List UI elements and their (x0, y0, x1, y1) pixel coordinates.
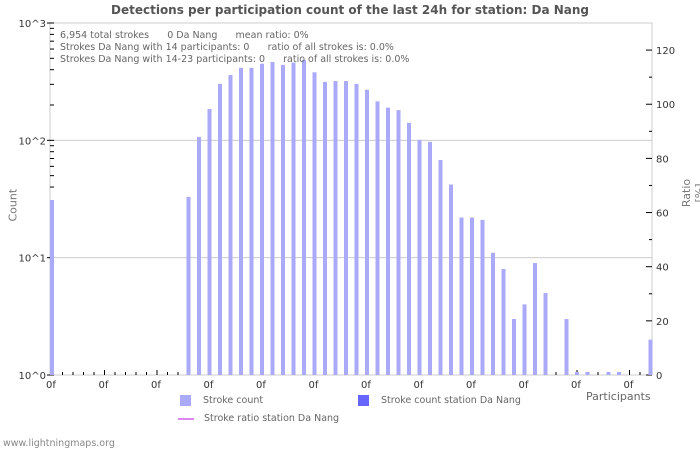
info-line-2: Strokes Da Nang with 14 participants: 0 … (60, 42, 394, 53)
y-tick-label: 10^2 (19, 136, 46, 147)
x-tick-label: 0f (309, 380, 319, 391)
y-right-tick-label: 40 (656, 263, 669, 274)
y-tick-label: 10^3 (19, 19, 46, 30)
legend-label: Stroke count station Da Nang (381, 395, 521, 406)
bar-stroke-count (228, 75, 233, 375)
x-tick-label: 0f (466, 380, 476, 391)
legend-swatch-stroke-count (180, 395, 191, 406)
bar-stroke-count (249, 67, 254, 376)
info-line-1: 6,954 total strokes 0 Da Nang mean ratio… (60, 30, 309, 41)
bar-stroke-count (428, 141, 432, 375)
bar-stroke-count (302, 59, 306, 375)
bar-stroke-count (438, 159, 443, 375)
bar-stroke-count (491, 252, 495, 375)
y-right-tick-label: 120 (656, 46, 675, 57)
y-right-tick-label: 0 (656, 371, 662, 382)
x-tick-label: 0f (414, 380, 424, 391)
bar-stroke-count (354, 83, 359, 376)
x-tick-label: 0f (624, 380, 634, 391)
bar-stroke-count (564, 319, 569, 375)
bar-stroke-count (533, 263, 537, 375)
bar-stroke-count (50, 200, 54, 375)
bar-stroke-count (375, 101, 380, 376)
bar-stroke-count (648, 339, 653, 375)
x-tick-label: 0f (46, 380, 56, 391)
bar-stroke-count (617, 372, 621, 375)
bar-stroke-count (575, 372, 579, 375)
legend-line-stroke-ratio (178, 417, 194, 420)
x-tick-label: 0f (204, 380, 214, 391)
x-tick-label: 0f (361, 380, 371, 391)
bar-stroke-count (606, 372, 611, 375)
x-tick-label: 0f (99, 380, 109, 391)
bar-stroke-count (480, 219, 485, 375)
legend-stroke-count: Stroke count (180, 395, 263, 406)
bar-stroke-count (186, 196, 191, 375)
y-axis-right-label: Ratio [%] (680, 178, 700, 208)
legend-label: Stroke ratio station Da Nang (204, 413, 340, 424)
bar-stroke-count (207, 108, 212, 376)
bar-stroke-count (470, 217, 474, 375)
bar-stroke-count (407, 122, 411, 376)
legend-label: Stroke count (203, 395, 264, 406)
bar-stroke-count (270, 62, 275, 375)
legend-stroke-count-station: Stroke count station Da Nang (358, 395, 521, 406)
plot-frame (49, 22, 653, 376)
bar-stroke-count (260, 63, 264, 376)
x-tick-label: 0f (571, 380, 581, 391)
bar-stroke-count (459, 217, 464, 375)
bar-stroke-count (522, 304, 527, 375)
bar-stroke-count (386, 107, 390, 375)
chart-info: 6,954 total strokes 0 Da Nang mean ratio… (60, 30, 409, 66)
legend-swatch-stroke-count-station (358, 395, 369, 406)
y-right-tick-label: 100 (656, 100, 675, 111)
bar-stroke-count (396, 110, 401, 375)
y-right-tick-label: 20 (656, 317, 669, 328)
footer-site: www.lightningmaps.org (3, 438, 115, 449)
bar-stroke-count (312, 72, 317, 375)
y-right-tick-label: 80 (656, 154, 669, 165)
bar-stroke-count (197, 136, 201, 375)
y-tick-label: 10^0 (19, 371, 46, 382)
info-line-3: Strokes Da Nang with 14-23 participants:… (60, 54, 410, 65)
bar-stroke-count (512, 319, 516, 375)
x-tick-label: 0f (519, 380, 529, 391)
x-tick-label: 0f (256, 380, 266, 391)
y-tick-label: 10^1 (19, 254, 46, 265)
legend-stroke-ratio-station: Stroke ratio station Da Nang (178, 413, 339, 424)
bar-stroke-count (449, 184, 453, 375)
bar-stroke-count (417, 139, 422, 375)
y-axis-left-label: Count (6, 188, 20, 222)
chart-title: Detections per participation count of th… (111, 3, 589, 17)
bar-stroke-count (239, 67, 243, 376)
x-axis-label: Participants (586, 390, 651, 403)
bar-stroke-count (344, 81, 348, 375)
bar-stroke-count (291, 62, 296, 375)
bar-stroke-count (501, 269, 506, 375)
y-right-tick-label: 60 (656, 209, 669, 220)
bar-stroke-count (323, 81, 327, 375)
x-tick-label: 0f (151, 380, 161, 391)
bar-stroke-count (365, 89, 369, 376)
bar-stroke-count (543, 292, 548, 375)
bar-stroke-count (218, 83, 222, 376)
bar-stroke-count (333, 81, 338, 375)
bar-stroke-count (585, 372, 590, 375)
bar-stroke-count (281, 64, 285, 375)
